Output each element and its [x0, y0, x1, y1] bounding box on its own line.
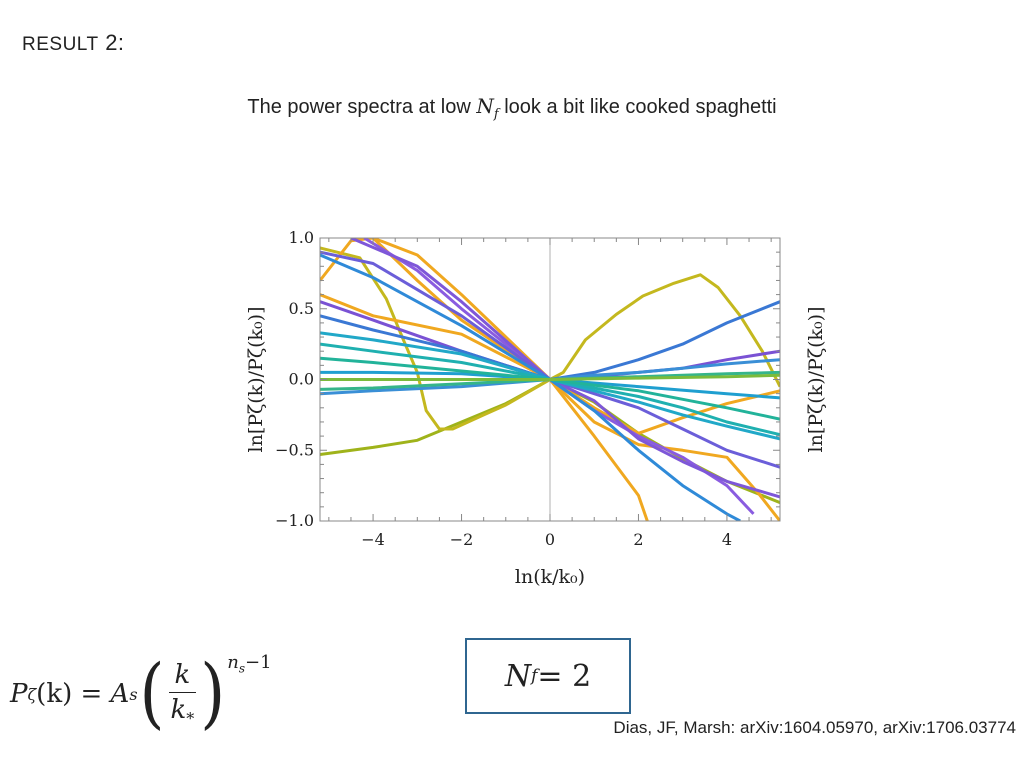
series-line-7 — [350, 238, 780, 499]
formula-lhs: P — [10, 679, 28, 710]
formula-exp-rest: −1 — [245, 652, 272, 673]
series-line-3 — [320, 238, 649, 521]
formula-amp-sub: s — [129, 684, 138, 704]
x-tick-label: −2 — [450, 530, 474, 549]
formula-denominator: k* — [171, 693, 195, 728]
series-line-18 — [320, 373, 780, 381]
slide-subtitle: The power spectra at low Nf look a bit l… — [0, 94, 1024, 122]
formula-exp-sub: s — [238, 661, 245, 676]
formula-den-k: k — [170, 695, 187, 725]
subtitle-sub: f — [493, 107, 499, 122]
nf-rest: = 2 — [537, 658, 592, 694]
series-line-4 — [320, 293, 780, 435]
formula-fraction: k k* — [168, 660, 197, 728]
citation: Dias, JF, Marsh: arXiv:1604.05970, arXiv… — [613, 718, 1016, 737]
x-axis-label: ln(k/k₀) — [515, 566, 585, 588]
power-spectra-chart: −4 −2 0 2 4 −1.0 −0.5 0.0 0.5 1.0 ln(k/k₀) ln[Pζ(k)… — [245, 228, 827, 588]
x-tick-label: 0 — [545, 530, 555, 549]
nf-sub: f — [531, 666, 538, 686]
formula-exponent: ns−1 — [227, 652, 271, 676]
slide-heading: RESULT 2: — [22, 30, 125, 56]
series-line-12 — [320, 358, 780, 396]
y-tick-label: 1.0 — [289, 228, 314, 247]
subtitle-var: N — [476, 94, 494, 118]
heading-result-number: 2: — [105, 30, 125, 55]
y-axis-label-right: ln[Pζ(k)/Pζ(k₀)] — [805, 307, 827, 453]
x-tick-label: −4 — [361, 530, 385, 549]
formula-lhs-arg: (k) = — [36, 679, 111, 710]
formula-right-paren: ) — [200, 649, 226, 739]
series-line-5 — [372, 238, 780, 521]
formula-left-paren: ( — [139, 649, 165, 739]
formula-lhs-sub: ζ — [27, 684, 37, 704]
series-line-15 — [320, 342, 780, 437]
nf-var: N — [504, 658, 532, 694]
y-tick-label: −1.0 — [275, 511, 314, 530]
x-tick-label: 4 — [722, 530, 732, 549]
y-tick-label: −0.5 — [275, 440, 314, 459]
subtitle-post: look a bit like cooked spaghetti — [498, 96, 777, 118]
y-tick-label: 0.5 — [289, 299, 314, 318]
formula-amp: A — [110, 679, 130, 710]
subtitle-pre: The power spectra at low — [247, 96, 477, 118]
subtitle-math: Nf — [476, 94, 498, 122]
series-line-9 — [320, 250, 780, 469]
formula-den-sub: * — [186, 709, 195, 729]
x-tick-label: 2 — [633, 530, 643, 549]
series-line-14 — [320, 331, 780, 441]
y-axis-label: ln[Pζ(k)/Pζ(k₀)] — [245, 307, 267, 453]
heading-result-word: RESULT — [22, 34, 99, 55]
formula-exp-n: n — [227, 652, 239, 673]
series-line-11 — [320, 253, 741, 521]
series-line-10 — [320, 300, 780, 381]
formula-numerator: k — [168, 660, 197, 693]
y-tick-label: 0.0 — [289, 370, 314, 389]
